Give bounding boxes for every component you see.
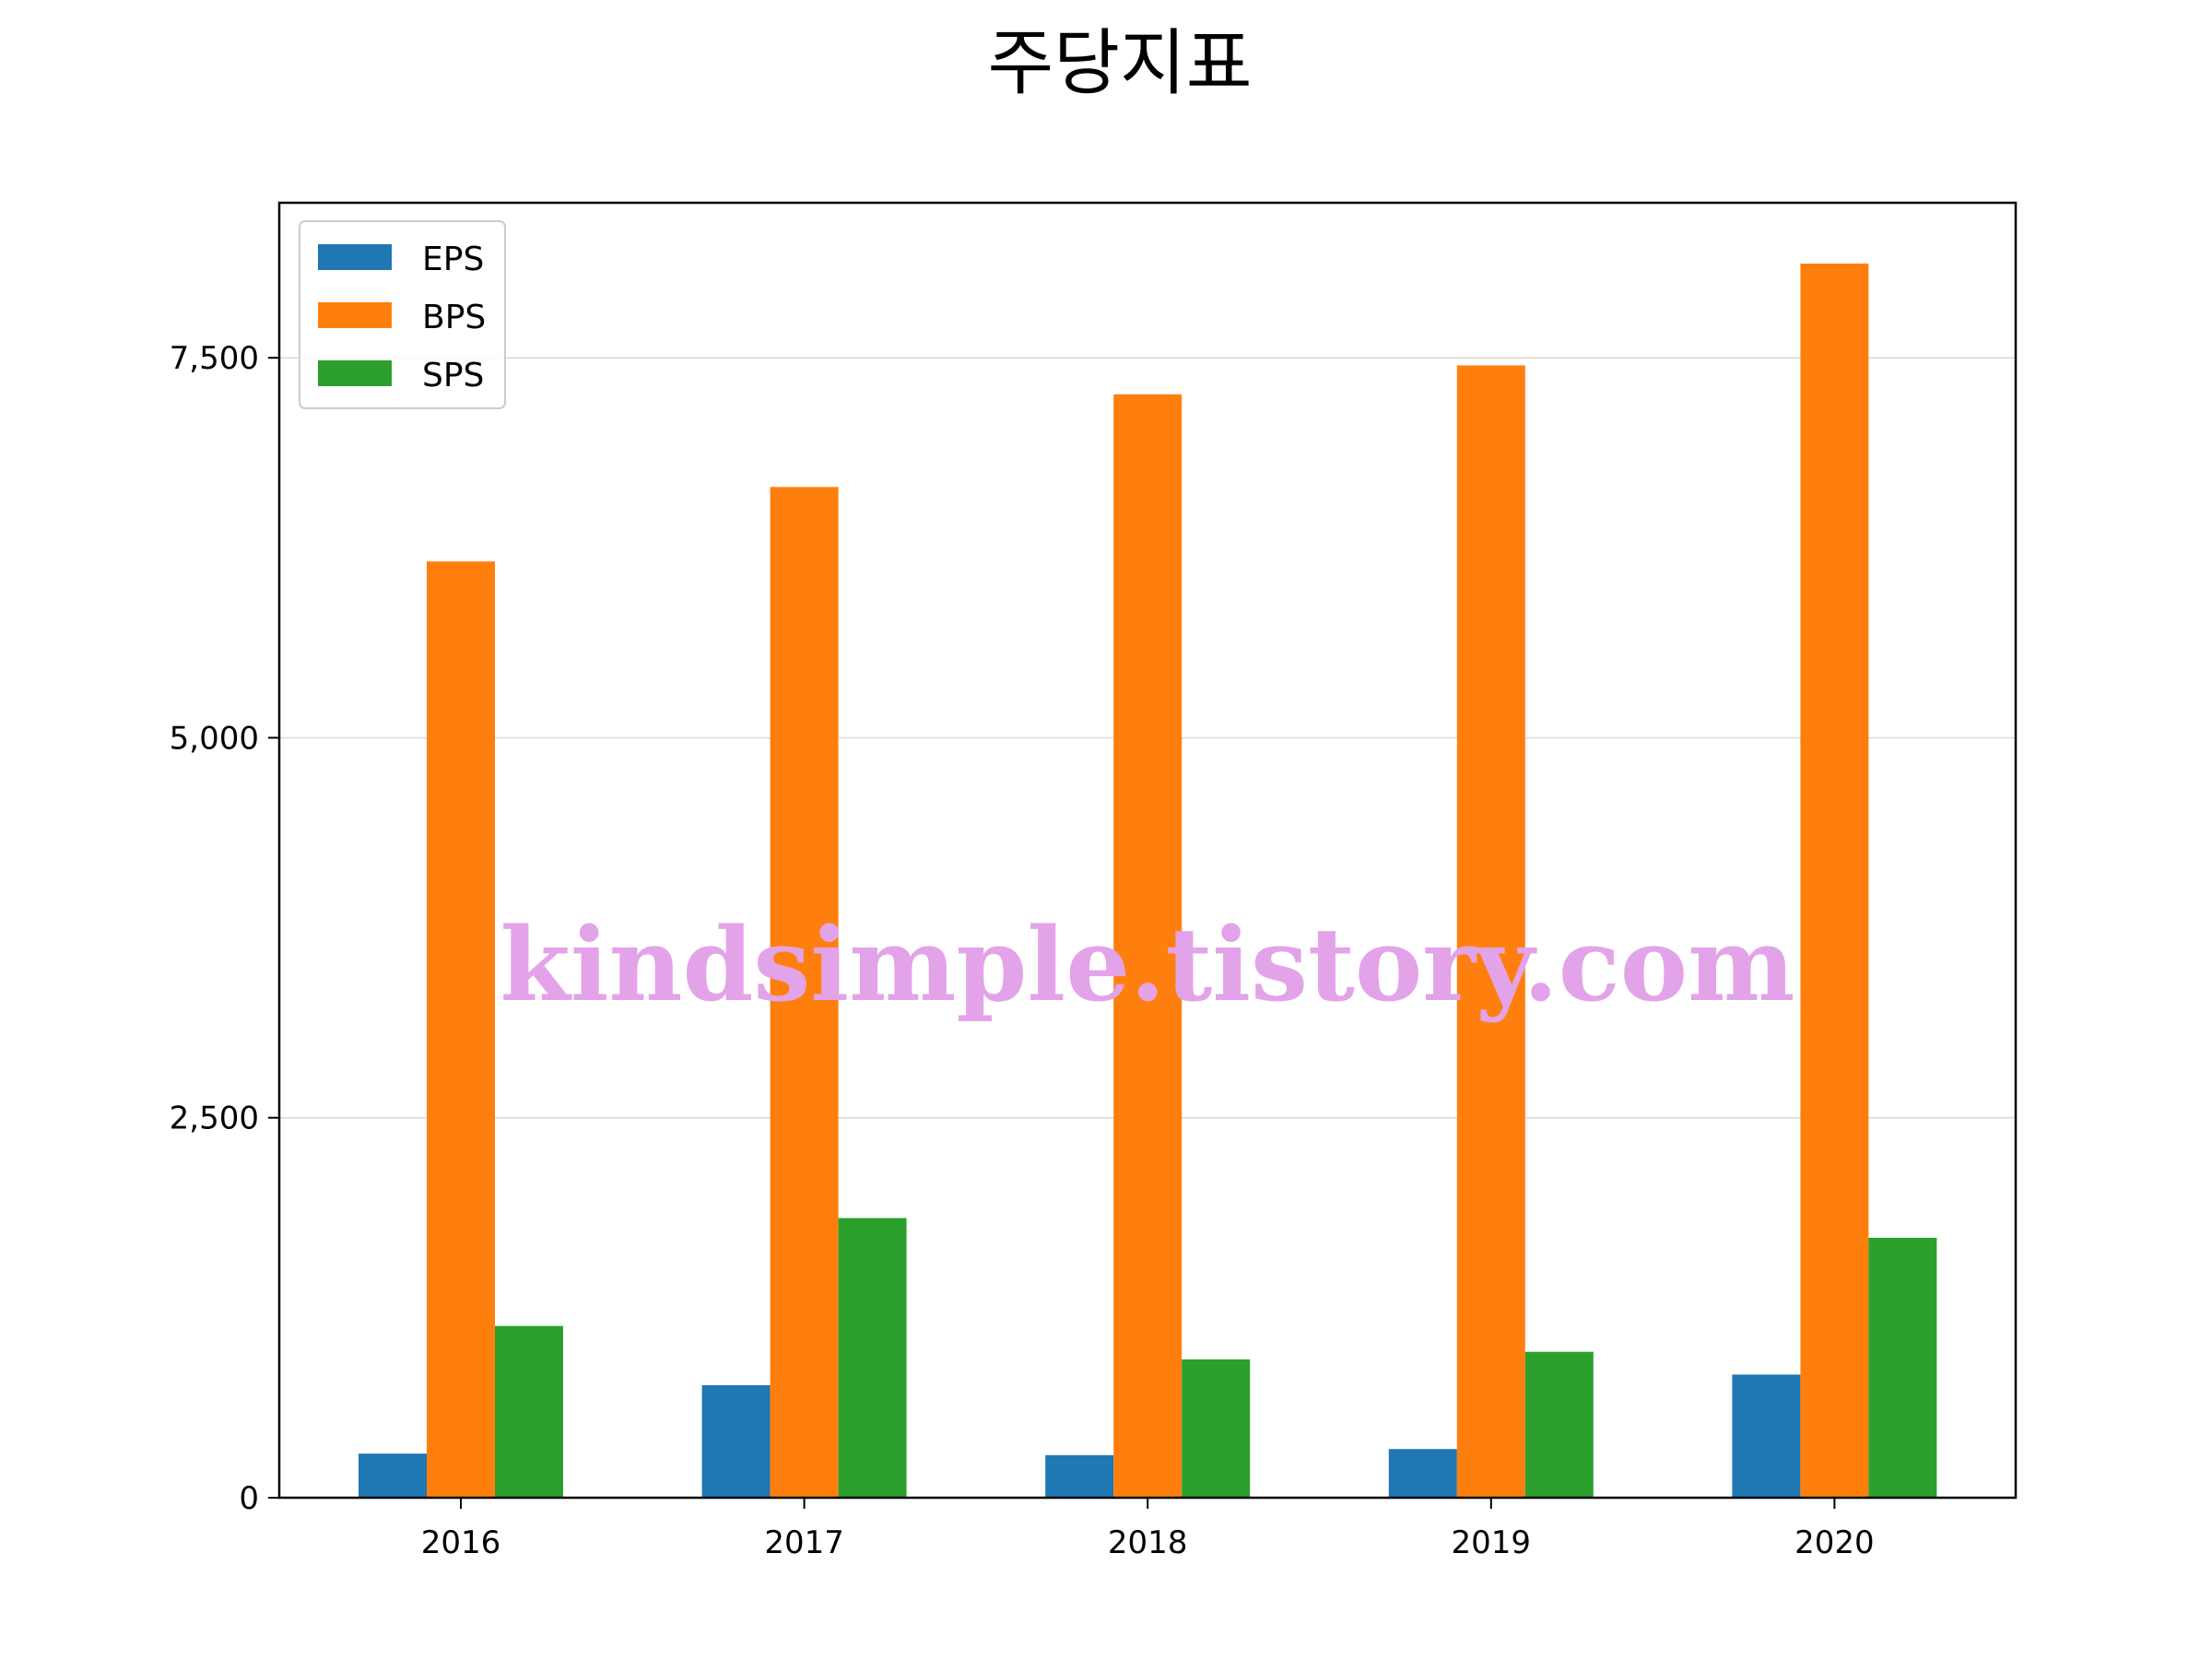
bar-eps-2018	[1045, 1455, 1113, 1498]
x-tick-label-2017: 2017	[764, 1524, 844, 1561]
bar-sps-2018	[1182, 1359, 1250, 1498]
bar-sps-2016	[495, 1326, 563, 1498]
legend-swatch-eps	[318, 244, 392, 270]
y-tick-label-3: 7,500	[170, 340, 259, 377]
bar-bps-2020	[1800, 264, 1868, 1498]
watermark: kindsimple.tistory.com	[500, 905, 1795, 1024]
x-tick-label-2018: 2018	[1108, 1524, 1188, 1561]
x-tick-label-2016: 2016	[421, 1524, 501, 1561]
legend-label-bps: BPS	[422, 299, 486, 336]
legend-swatch-bps	[318, 302, 392, 328]
legend-label-eps: EPS	[422, 241, 484, 278]
bar-sps-2019	[1525, 1352, 1594, 1498]
legend-label-sps: SPS	[422, 357, 484, 394]
bar-eps-2019	[1389, 1449, 1457, 1498]
legend: EPS BPS SPS	[300, 221, 505, 408]
bars	[359, 264, 1936, 1498]
bar-sps-2017	[839, 1218, 907, 1498]
bar-sps-2020	[1868, 1238, 1936, 1498]
y-tick-label-0: 0	[239, 1480, 259, 1517]
legend-swatch-sps	[318, 360, 392, 386]
bar-eps-2016	[359, 1453, 427, 1498]
chart-title: 주당지표	[987, 22, 1252, 105]
bar-eps-2017	[702, 1385, 771, 1498]
x-tick-label-2020: 2020	[1794, 1524, 1875, 1561]
x-tick-label-2019: 2019	[1452, 1524, 1532, 1561]
y-tick-label-1: 2,500	[170, 1100, 259, 1137]
bar-bps-2016	[427, 561, 495, 1498]
bar-eps-2020	[1732, 1374, 1800, 1498]
y-tick-label-2: 5,000	[170, 720, 259, 757]
